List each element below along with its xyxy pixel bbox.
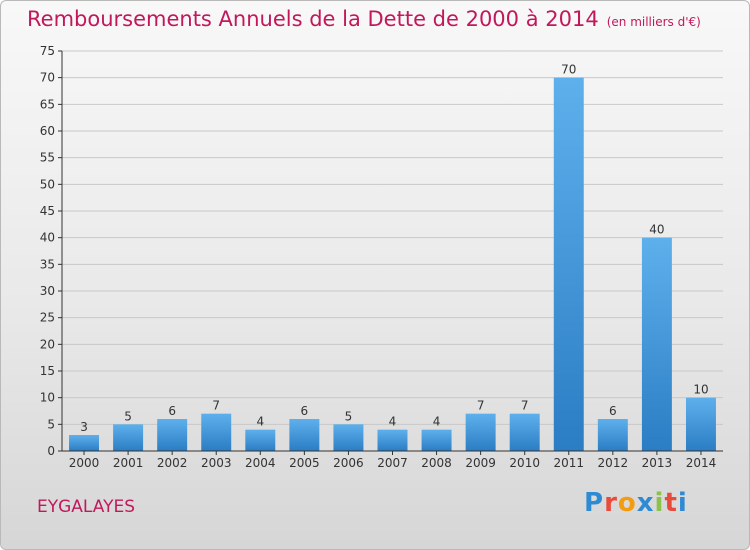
value-label: 10 [693, 383, 708, 397]
bar-2003 [201, 413, 232, 451]
x-axis-labels: 2000 2001 2002 2003 2004 2005 2006 2007 2008 2009… [69, 451, 716, 470]
commune-name: EYGALAYES [37, 497, 136, 517]
x-tick-label: 2013 [642, 456, 673, 470]
bar-2002 [157, 419, 188, 451]
value-label: 40 [649, 223, 664, 237]
y-tick-label: 5 [47, 417, 55, 431]
y-axis-labels: 0 5 10 15 20 25 30 35 40 45 50 55 60 65 70 75 [40, 44, 62, 458]
y-tick-label: 50 [40, 177, 55, 191]
bar-2000 [69, 435, 100, 451]
x-tick-label: 2012 [598, 456, 629, 470]
bar-2011 [553, 77, 584, 452]
y-tick-label: 75 [40, 44, 55, 58]
bar-2014 [685, 397, 716, 451]
x-tick-label: 2011 [553, 456, 584, 470]
chart-title: Remboursements Annuels de la Dette de 20… [27, 7, 701, 31]
chart-title-text: Remboursements Annuels de la Dette de 20… [27, 7, 599, 31]
y-tick-label: 30 [40, 284, 55, 298]
bar-2009 [465, 413, 496, 451]
y-tick-label: 10 [40, 391, 55, 405]
x-tick-label: 2005 [289, 456, 320, 470]
logo-letter: x [636, 488, 655, 518]
y-tick-label: 0 [47, 444, 55, 458]
value-label: 70 [561, 63, 576, 77]
bar-2012 [597, 419, 628, 451]
y-tick-label: 55 [40, 151, 55, 165]
x-tick-label: 2008 [421, 456, 452, 470]
x-tick-label: 2006 [333, 456, 364, 470]
gridlines [62, 50, 723, 425]
value-label: 7 [212, 399, 220, 413]
logo-letter: i [677, 488, 688, 518]
y-tick-label: 70 [40, 71, 55, 85]
y-tick-label: 25 [40, 311, 55, 325]
logo-letter: P [584, 488, 605, 518]
proxiti-logo[interactable]: Proxiti [584, 488, 688, 518]
y-tick-label: 40 [40, 231, 55, 245]
x-tick-label: 2004 [245, 456, 276, 470]
y-tick-label: 45 [40, 204, 55, 218]
x-tick-label: 2010 [509, 456, 540, 470]
value-label: 6 [301, 404, 309, 418]
x-tick-label: 2014 [686, 456, 717, 470]
value-label: 7 [521, 399, 529, 413]
x-tick-label: 2001 [113, 456, 144, 470]
value-label: 5 [124, 409, 132, 423]
bar-2005 [289, 419, 320, 451]
y-tick-label: 65 [40, 97, 55, 111]
bar-2010 [509, 413, 540, 451]
logo-letter: r [604, 488, 618, 518]
x-tick-label: 2003 [201, 456, 232, 470]
bar-2008 [421, 429, 452, 451]
value-label: 4 [389, 415, 397, 429]
logo-letter: t [664, 488, 678, 518]
bar-2007 [377, 429, 408, 451]
y-tick-label: 20 [40, 337, 55, 351]
x-tick-label: 2007 [377, 456, 408, 470]
bar-2004 [245, 429, 276, 451]
logo-letter: i [654, 488, 665, 518]
bar-2001 [113, 424, 144, 451]
x-tick-label: 2009 [465, 456, 496, 470]
value-label: 6 [609, 404, 617, 418]
chart-unit: (en milliers d'€) [606, 15, 701, 29]
y-tick-label: 15 [40, 364, 55, 378]
x-tick-label: 2002 [157, 456, 188, 470]
y-tick-label: 60 [40, 124, 55, 138]
value-label: 4 [433, 415, 441, 429]
logo-letter: o [617, 488, 637, 518]
bar-2006 [333, 424, 364, 451]
value-label: 3 [80, 420, 88, 434]
value-labels: 3 5 6 7 4 6 5 4 4 7 7 70 6 40 10 [80, 63, 708, 434]
bars [69, 77, 716, 452]
value-label: 4 [256, 415, 264, 429]
value-label: 7 [477, 399, 485, 413]
x-tick-label: 2000 [69, 456, 100, 470]
y-tick-label: 35 [40, 257, 55, 271]
value-label: 6 [168, 404, 176, 418]
bar-2013 [641, 237, 672, 451]
value-label: 5 [345, 409, 353, 423]
